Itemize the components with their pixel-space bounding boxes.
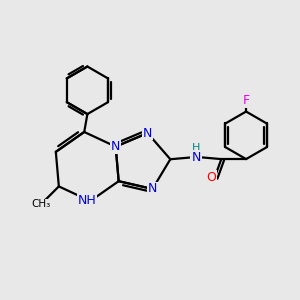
Text: N: N: [148, 182, 157, 196]
Text: N: N: [143, 127, 152, 140]
Text: NH: NH: [78, 194, 96, 207]
Text: N: N: [111, 140, 120, 153]
Text: N: N: [191, 151, 201, 164]
Text: F: F: [242, 94, 250, 107]
Text: O: O: [206, 171, 216, 184]
Text: H: H: [192, 143, 200, 153]
Text: CH₃: CH₃: [31, 200, 50, 209]
